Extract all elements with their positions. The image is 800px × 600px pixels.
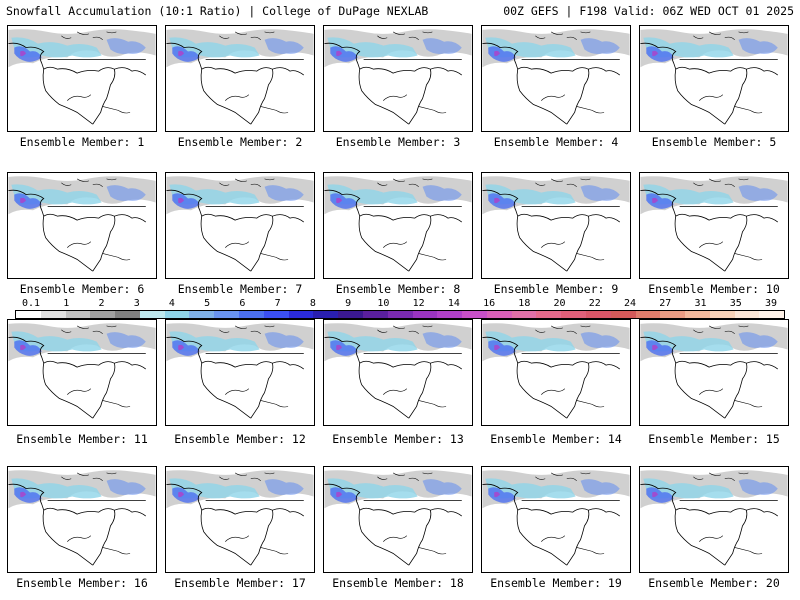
ensemble-member-label: Ensemble Member: 17	[174, 576, 306, 590]
legend-swatch	[635, 311, 661, 318]
ensemble-member-label: Ensemble Member: 18	[332, 576, 464, 590]
ensemble-map-panel	[165, 466, 315, 573]
legend-swatch	[239, 311, 264, 318]
legend-value-label: 2	[98, 298, 105, 309]
legend-value-label: 0.1	[21, 298, 41, 309]
legend-swatch	[511, 311, 537, 318]
legend-swatch	[734, 311, 760, 318]
legend-value-label: 10	[377, 298, 390, 309]
ensemble-member-label: Ensemble Member: 15	[648, 432, 780, 446]
ensemble-map-panel	[165, 172, 315, 279]
legend-swatch	[288, 311, 314, 318]
ensemble-member-label: Ensemble Member: 8	[335, 282, 461, 296]
legend-swatch	[685, 311, 710, 318]
legend-value-label: 1	[63, 298, 70, 309]
legend-value-label: 5	[204, 298, 211, 309]
legend-swatch	[759, 311, 785, 318]
legend-swatch	[40, 311, 66, 318]
ensemble-map-panel	[639, 25, 789, 132]
snowfall-legend: 0.1 1 2 3 4 5 6 7 8 9 10 12 14 16 18 20 22 24 27 31 35 39	[15, 298, 785, 319]
ensemble-member-label: Ensemble Member: 6	[19, 282, 145, 296]
ensemble-map-panel	[7, 319, 157, 426]
header: Snowfall Accumulation (10:1 Ratio) | Col…	[6, 3, 794, 19]
ensemble-member-label: Ensemble Member: 10	[648, 282, 780, 296]
legend-swatch	[65, 311, 91, 318]
ensemble-member-label: Ensemble Member: 1	[19, 135, 145, 149]
ensemble-member-label: Ensemble Member: 16	[16, 576, 148, 590]
ensemble-member-label: Ensemble Member: 11	[16, 432, 148, 446]
legend-labels: 0.1 1 2 3 4 5 6 7 8 9 10 12 14 16 18 20 22 24 27 31 35 39	[15, 298, 785, 309]
legend-swatch	[585, 311, 611, 318]
ensemble-map-panel	[481, 466, 631, 573]
ensemble-member-label: Ensemble Member: 4	[493, 135, 619, 149]
legend-swatch	[16, 311, 41, 318]
legend-swatch	[610, 311, 636, 318]
legend-swatch	[214, 311, 240, 318]
legend-value-label: 24	[624, 298, 637, 309]
legend-value-label: 8	[309, 298, 316, 309]
map-title: Snowfall Accumulation (10:1 Ratio) | Col…	[6, 4, 429, 18]
legend-value-label: 12	[412, 298, 425, 309]
ensemble-map-panel	[639, 466, 789, 573]
ensemble-member-label: Ensemble Member: 13	[332, 432, 464, 446]
legend-value-label: 22	[588, 298, 601, 309]
ensemble-map-panel	[7, 172, 157, 279]
legend-colorbar	[15, 310, 785, 319]
ensemble-map-panel	[165, 25, 315, 132]
legend-swatch	[139, 311, 165, 318]
legend-swatch	[660, 311, 686, 318]
legend-swatch	[164, 311, 190, 318]
legend-swatch	[115, 311, 140, 318]
legend-value-label: 35	[729, 298, 742, 309]
legend-value-label: 39	[764, 298, 778, 309]
legend-value-label: 7	[274, 298, 281, 309]
ensemble-map-panel	[639, 319, 789, 426]
ensemble-member-label: Ensemble Member: 14	[490, 432, 622, 446]
ensemble-map-panel	[481, 172, 631, 279]
legend-swatch	[561, 311, 586, 318]
legend-swatch	[263, 311, 289, 318]
legend-value-label: 18	[518, 298, 531, 309]
legend-swatch	[536, 311, 562, 318]
legend-value-label: 4	[168, 298, 175, 309]
legend-swatch	[387, 311, 413, 318]
legend-swatch	[462, 311, 487, 318]
legend-value-label: 27	[659, 298, 672, 309]
ensemble-member-label: Ensemble Member: 7	[177, 282, 303, 296]
ensemble-map-panel	[7, 466, 157, 573]
legend-swatch	[709, 311, 735, 318]
ensemble-map-panel	[165, 319, 315, 426]
legend-swatch	[362, 311, 388, 318]
ensemble-member-label: Ensemble Member: 2	[177, 135, 303, 149]
legend-value-label: 9	[345, 298, 352, 309]
model-run-info: 00Z GEFS | F198 Valid: 06Z WED OCT 01 20…	[503, 4, 794, 18]
legend-swatch	[412, 311, 438, 318]
ensemble-map-panel	[323, 172, 473, 279]
legend-swatch	[338, 311, 363, 318]
ensemble-map-panel	[7, 25, 157, 132]
ensemble-map-panel	[639, 172, 789, 279]
legend-value-label: 20	[553, 298, 566, 309]
ensemble-map-panel	[323, 25, 473, 132]
ensemble-map-panel	[323, 319, 473, 426]
ensemble-member-label: Ensemble Member: 3	[335, 135, 461, 149]
ensemble-map-panel	[481, 25, 631, 132]
legend-value-label: 16	[483, 298, 496, 309]
legend-value-label: 14	[447, 298, 460, 309]
ensemble-member-label: Ensemble Member: 5	[651, 135, 777, 149]
ensemble-member-label: Ensemble Member: 20	[648, 576, 780, 590]
ensemble-member-label: Ensemble Member: 9	[493, 282, 619, 296]
ensemble-member-label: Ensemble Member: 19	[490, 576, 622, 590]
legend-swatch	[90, 311, 116, 318]
ensemble-member-label: Ensemble Member: 12	[174, 432, 306, 446]
legend-swatch	[313, 311, 339, 318]
legend-value-label: 3	[133, 298, 140, 309]
legend-swatch	[486, 311, 512, 318]
legend-value-label: 31	[694, 298, 707, 309]
ensemble-map-panel	[323, 466, 473, 573]
legend-value-label: 6	[239, 298, 246, 309]
legend-swatch	[189, 311, 215, 318]
legend-swatch	[437, 311, 463, 318]
ensemble-map-panel	[481, 319, 631, 426]
